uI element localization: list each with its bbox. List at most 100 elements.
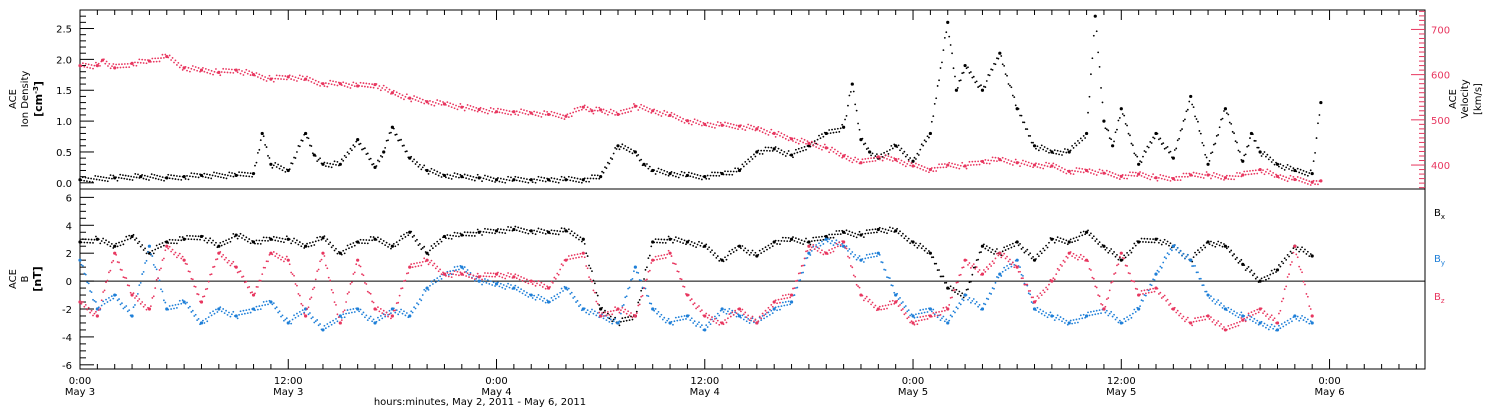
- data-point: [768, 313, 771, 316]
- data-point: [913, 156, 916, 159]
- data-point: [703, 244, 707, 248]
- data-point: [1223, 107, 1228, 111]
- data-point: [747, 158, 750, 161]
- data-point: [1069, 251, 1072, 253]
- data-point: [583, 104, 586, 107]
- data-point: [553, 276, 556, 279]
- data-point: [1304, 316, 1306, 319]
- data-point: [1154, 272, 1158, 276]
- data-point: [796, 151, 799, 154]
- data-point: [162, 244, 165, 247]
- data-point: [1140, 289, 1143, 292]
- data-point: [482, 280, 485, 283]
- data-point: [789, 296, 792, 299]
- data-point: [1302, 178, 1305, 180]
- data-point: [1228, 174, 1231, 177]
- data-point: [553, 295, 556, 298]
- data-point: [262, 135, 265, 138]
- data-point: [917, 319, 920, 322]
- data-point: [835, 239, 838, 242]
- data-point: [1150, 142, 1153, 144]
- data-point: [481, 234, 483, 236]
- data-point: [80, 65, 83, 68]
- data-point: [803, 146, 806, 148]
- data-point: [838, 130, 841, 133]
- data-point: [764, 313, 767, 316]
- data-point: [963, 164, 967, 168]
- data-point: [410, 230, 413, 233]
- data-point: [1113, 313, 1115, 316]
- data-point: [997, 254, 1000, 257]
- data-point: [387, 139, 389, 142]
- data-point: [326, 323, 329, 325]
- data-point: [330, 166, 333, 169]
- data-point: [797, 272, 800, 275]
- data-point: [1101, 101, 1104, 104]
- data-point: [1295, 318, 1298, 320]
- data-point: [1173, 149, 1176, 151]
- data-point: [502, 228, 505, 231]
- data-point: [362, 274, 365, 277]
- data-point: [1071, 241, 1074, 244]
- data-point: [753, 320, 755, 323]
- data-point: [323, 85, 326, 87]
- data-point: [828, 129, 831, 131]
- data-point: [1314, 183, 1316, 186]
- data-point: [115, 63, 118, 66]
- data-point: [589, 311, 592, 313]
- data-point: [180, 257, 183, 260]
- data-point: [722, 311, 725, 313]
- data-point: [251, 293, 256, 297]
- data-point: [288, 74, 291, 77]
- data-point: [1127, 254, 1130, 256]
- data-point: [1116, 264, 1118, 267]
- data-point: [576, 234, 579, 237]
- data-point: [968, 297, 971, 299]
- data-point: [189, 270, 191, 273]
- data-point: [906, 162, 909, 165]
- data-point: [682, 117, 684, 120]
- data-point: [982, 269, 985, 271]
- data-point: [294, 157, 297, 159]
- data-point: [222, 67, 225, 70]
- data-point: [78, 300, 82, 304]
- data-point: [1036, 295, 1039, 298]
- data-point: [1098, 65, 1101, 68]
- data-point: [384, 315, 387, 318]
- data-point: [958, 167, 961, 170]
- data-point: [1168, 304, 1170, 306]
- data-point: [288, 320, 291, 323]
- data-point: [463, 109, 466, 112]
- data-point: [663, 254, 666, 256]
- data-point: [865, 229, 868, 232]
- data-point: [346, 292, 349, 295]
- data-point: [239, 310, 242, 313]
- data-point: [836, 150, 839, 153]
- data-point: [92, 314, 94, 317]
- data-point: [1195, 320, 1198, 323]
- data-point: [573, 232, 576, 235]
- data-point: [685, 240, 690, 244]
- data-point: [928, 131, 932, 136]
- data-point: [174, 251, 177, 254]
- data-point: [933, 315, 936, 317]
- data-point: [663, 316, 666, 319]
- data-point: [1249, 318, 1251, 321]
- data-point: [446, 272, 449, 274]
- data-point: [476, 228, 479, 231]
- data-point: [215, 308, 217, 311]
- data-point: [1182, 252, 1185, 255]
- data-point: [760, 127, 763, 130]
- data-point: [1256, 308, 1259, 311]
- data-point: [1134, 154, 1137, 156]
- data-point: [314, 278, 317, 281]
- data-point: [1280, 323, 1283, 325]
- data-point: [641, 286, 644, 289]
- data-point: [468, 276, 470, 278]
- data-point: [602, 108, 605, 111]
- data-point: [364, 242, 366, 245]
- data-point: [810, 249, 813, 252]
- bfield-tick-label: -4: [62, 333, 72, 344]
- data-point: [786, 304, 789, 306]
